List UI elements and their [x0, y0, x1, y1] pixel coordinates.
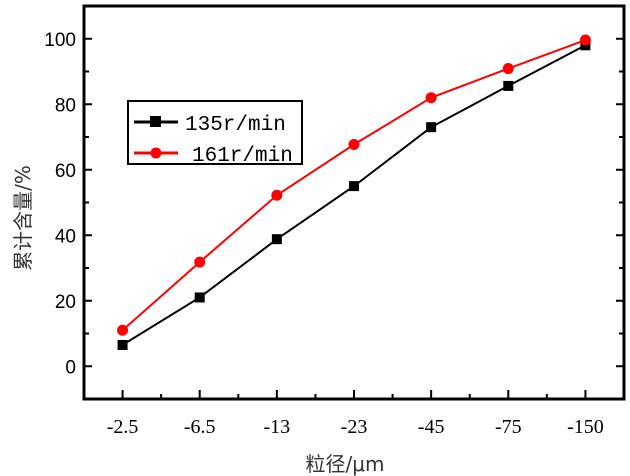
y-tick-label: 20	[55, 292, 76, 313]
x-tick-label: -75	[495, 416, 522, 438]
y-tick-label: 80	[55, 95, 76, 116]
data-point-161r/min	[425, 92, 437, 104]
data-point-161r/min	[579, 34, 591, 46]
legend-marker-135	[150, 116, 161, 127]
y-tick-label: 0	[65, 357, 76, 378]
data-point-161r/min	[502, 63, 514, 75]
data-point-135r/min	[349, 181, 359, 192]
y-tick-label: 60	[55, 161, 76, 182]
legend-marker-161	[150, 147, 162, 159]
x-tick-label: -6.5	[184, 416, 216, 438]
x-tick-label: -13	[264, 416, 291, 438]
legend: 135r/min 161r/min	[127, 100, 303, 168]
data-point-161r/min	[348, 139, 360, 151]
data-point-161r/min	[271, 189, 283, 201]
legend-label-135: 135r/min	[185, 114, 286, 137]
y-axis-label: 累计含量/%	[11, 165, 35, 271]
data-point-161r/min	[117, 324, 129, 336]
y-tick-label: 40	[55, 226, 76, 247]
data-point-135r/min	[503, 80, 514, 91]
data-point-135r/min	[426, 122, 437, 133]
x-tick-label: -2.5	[107, 416, 139, 438]
x-axis-label: 粒径/μm	[306, 452, 385, 476]
data-point-161r/min	[194, 256, 206, 268]
series-line-135r/min	[122, 44, 586, 346]
data-point-135r/min	[117, 339, 128, 350]
data-point-135r/min	[271, 234, 282, 245]
x-tick-label: -23	[341, 416, 368, 438]
y-tick-label: 100	[44, 30, 76, 51]
data-point-135r/min	[194, 292, 205, 303]
legend-label-161: 161r/min	[192, 145, 293, 168]
x-tick-label: -150	[567, 416, 604, 438]
plot-frame	[82, 4, 626, 401]
x-tick-label: -45	[418, 416, 445, 438]
